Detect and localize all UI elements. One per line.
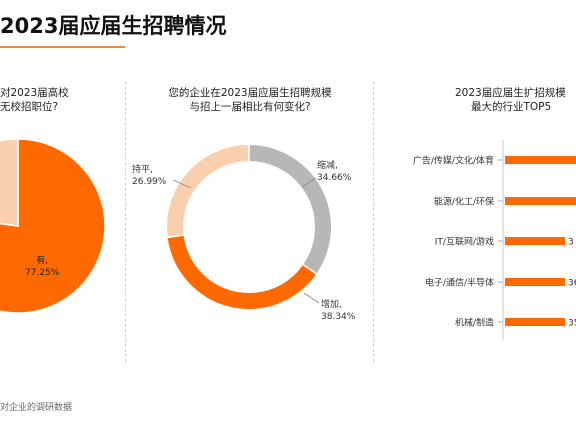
pie-chart [0,138,106,314]
donut-label-increase-value: 38.34% [321,312,356,322]
donut-label-increase: 增加, 38.34% [321,299,355,323]
column-divider-1 [125,82,126,362]
bar-category-label-3: 电子/通信/半导体 [425,277,494,289]
donut-leader-line-2 [303,292,320,304]
pie-question-line-1: 对2023届高校 [0,87,69,99]
donut-label-flat-name: 持平, [132,165,153,175]
bar-value-label-2: 3 [568,238,574,248]
bar-1 [505,197,576,205]
bar-value-label-4: 35. [568,319,576,329]
donut-chart [167,145,331,309]
pie-slice-0 [0,138,106,314]
bar-category-label-2: IT/互联网/游戏 [435,236,494,248]
page-title: 2023届应届生招聘情况 [0,14,227,38]
donut-label-decrease-value: 34.66% [317,173,352,183]
pie-question: 对2023届高校 无校招职位? [0,86,69,114]
donut-label-increase-name: 增加, [321,300,342,310]
donut-label-decrease: 缩减, 34.66% [317,160,351,184]
pie-slice-label-yes-name: 有, [36,256,49,266]
donut-label-flat: 持平, 26.99% [132,164,166,188]
donut-question-line-2: 与招上一届相比有何变化? [189,101,311,113]
title-underline [0,46,125,48]
bar-question-line-1: 2023届应届生扩招规模 [455,87,566,99]
donut-label-flat-value: 26.99% [132,177,167,187]
donut-slice-0 [249,145,331,274]
donut-leader-line-0 [301,177,317,188]
bar-0 [505,156,576,164]
pie-slice-1 [0,138,19,227]
donut-question: 您的企业在2023届应届生招聘规模 与招上一届相比有何变化? [150,86,350,114]
bar-4 [505,318,565,326]
bar-category-label-0: 广告/传媒/文化/体育 [413,155,494,167]
donut-label-decrease-name: 缩减, [317,161,338,171]
donut-slice-1 [167,235,316,309]
bar-value-label-3: 36 [568,279,576,289]
bar-question-line-2: 最大的行业TOP5 [471,101,552,113]
donut-leader-line-1 [172,179,192,189]
bar-2 [505,237,565,245]
source-note: 对企业的调研数据 [0,403,73,413]
pie-slice-label-yes: 有, 77.25% [25,255,59,279]
column-divider-2 [373,82,374,362]
bar-category-label-4: 机械/制造 [455,317,494,329]
bar-3 [505,278,565,286]
bar-category-label-1: 能源/化工/环保 [434,196,494,208]
pie-question-line-2: 无校招职位? [0,101,59,113]
pie-slice-label-yes-value: 77.25% [25,268,60,278]
donut-slice-2 [167,145,249,237]
donut-question-line-1: 您的企业在2023届应届生招聘规模 [168,87,332,99]
bar-question: 2023届应届生扩招规模 最大的行业TOP5 [455,86,566,114]
